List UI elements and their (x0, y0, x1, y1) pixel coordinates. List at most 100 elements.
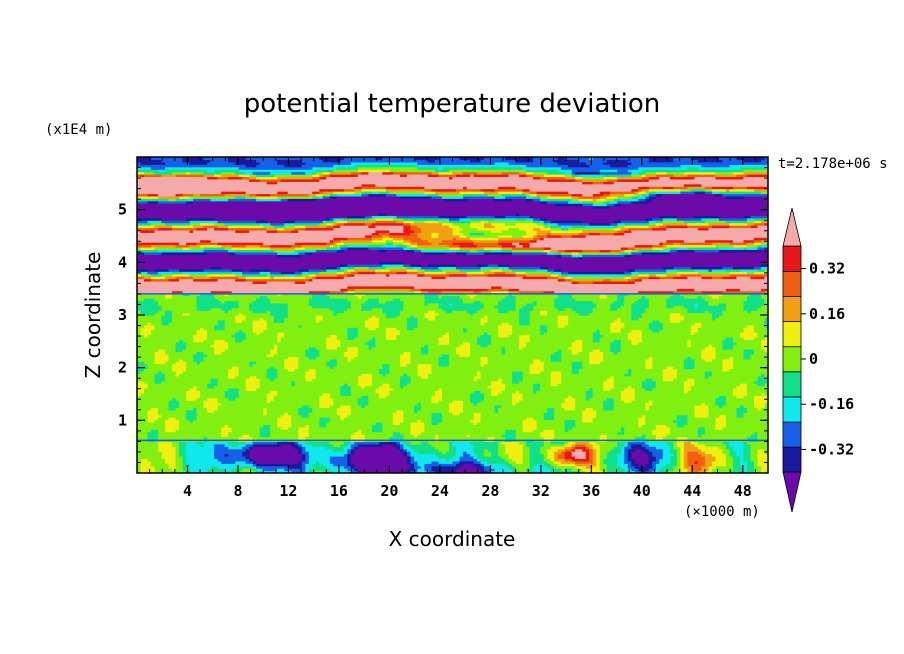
contour-cell (753, 465, 762, 469)
contour-cell (571, 351, 580, 355)
contour-cell (235, 317, 247, 321)
contour-cell (140, 174, 145, 178)
contour-cell (389, 392, 436, 396)
contour-cell (743, 159, 762, 163)
contour-cell (305, 251, 313, 255)
contour-cell (557, 249, 566, 253)
contour-cell (347, 349, 359, 353)
contour-cell (172, 363, 187, 367)
contour-cell (715, 458, 727, 462)
contour-cell (137, 217, 163, 221)
contour-cell (137, 431, 149, 435)
contour-cell (718, 217, 748, 221)
contour-cell (137, 315, 163, 319)
contour-cell (550, 356, 562, 360)
contour-cell (746, 468, 755, 472)
contour-cell (599, 443, 618, 447)
contour-cell (441, 395, 471, 399)
contour-cell (308, 426, 373, 430)
contour-cell (540, 446, 552, 450)
contour-cell (571, 368, 580, 372)
contour-cell (336, 407, 352, 411)
contour-cell (413, 285, 492, 289)
contour-cell (270, 426, 282, 430)
contour-cell (645, 171, 657, 175)
contour-cell (137, 451, 163, 455)
contour-cell (137, 225, 156, 229)
contour-cell (533, 176, 541, 180)
contour-cell (333, 191, 355, 195)
contour-cell (739, 455, 745, 460)
contour-cell (526, 344, 573, 348)
contour-cell (578, 470, 587, 473)
contour-cell (249, 174, 257, 178)
contour-cell (382, 426, 412, 430)
contour-cell (382, 429, 412, 433)
contour-cell (410, 431, 422, 435)
contour-cell (196, 409, 208, 413)
contour-cell (214, 324, 226, 328)
contour-cell (228, 310, 254, 314)
contour-cell (498, 378, 503, 382)
contour-cell (613, 404, 646, 408)
contour-cell (680, 312, 713, 316)
contour-cell (687, 174, 717, 178)
contour-cell (529, 465, 534, 469)
contour-cell (438, 356, 450, 360)
contour-cell (140, 329, 152, 333)
contour-cell (764, 383, 768, 387)
contour-cell (221, 426, 233, 430)
contour-cell (161, 370, 177, 374)
contour-cell (301, 455, 306, 460)
contour-cell (147, 363, 173, 367)
contour-cell (137, 327, 142, 331)
contour-cell (687, 451, 699, 455)
contour-cell (522, 166, 562, 170)
contour-cell (203, 249, 229, 253)
contour-cell (603, 334, 629, 338)
contour-cell (329, 195, 338, 199)
contour-cell (137, 434, 149, 438)
contour-cell (270, 390, 278, 394)
contour-cell (491, 451, 499, 455)
contour-cell (238, 370, 268, 374)
contour-cell (137, 215, 348, 219)
contour-cell (221, 402, 320, 406)
contour-cell (165, 426, 180, 430)
contour-cell (743, 300, 766, 304)
contour-cell (484, 222, 492, 226)
contour-cell (582, 178, 608, 182)
contour-cell (522, 191, 531, 195)
contour-cell (624, 249, 632, 253)
contour-cell (498, 324, 513, 328)
contour-cell (308, 273, 317, 277)
contour-cell (245, 336, 278, 340)
contour-cell (448, 217, 461, 221)
contour-cell (375, 183, 685, 187)
contour-cell (217, 380, 247, 384)
contour-cell (638, 188, 643, 192)
contour-cell (165, 378, 212, 382)
contour-cell (396, 215, 440, 219)
contour-cell (228, 397, 236, 401)
contour-cell (231, 468, 243, 472)
contour-cell (708, 468, 713, 472)
contour-cell (491, 470, 513, 473)
contour-cell (743, 176, 768, 180)
contour-cell (655, 174, 674, 178)
contour-cell (613, 225, 618, 229)
contour-cell (575, 424, 639, 428)
contour-cell (547, 409, 555, 413)
contour-cell (137, 453, 163, 457)
contour-cell (266, 322, 366, 326)
contour-cell (554, 271, 562, 275)
contour-cell (161, 380, 212, 384)
contour-cell (284, 412, 289, 416)
contour-cell (701, 434, 752, 438)
contour-cell (298, 268, 310, 272)
contour-cell (571, 171, 576, 175)
contour-cell (459, 246, 485, 250)
contour-cell (522, 453, 531, 457)
contour-cell (308, 424, 320, 428)
contour-cell (578, 312, 590, 316)
